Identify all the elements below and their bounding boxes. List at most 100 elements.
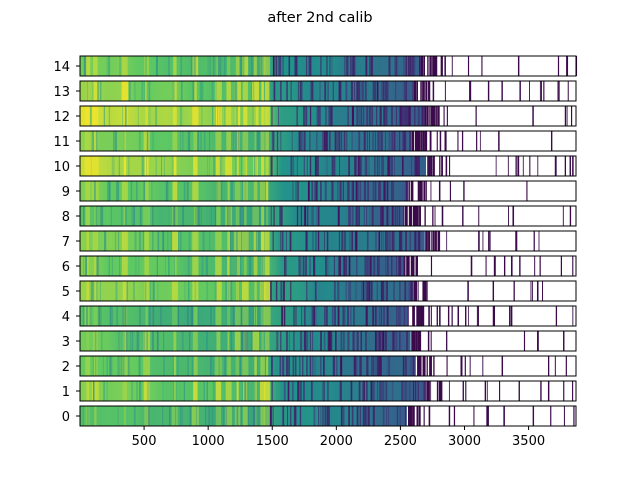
texture-line — [95, 356, 97, 376]
tail-bar — [537, 156, 539, 176]
tail-bar — [412, 256, 414, 276]
bright-line — [173, 331, 177, 351]
tail-bar — [422, 281, 424, 301]
bright-line — [225, 156, 233, 176]
tail-bar — [413, 306, 415, 326]
texture-line — [371, 356, 372, 376]
texture-line — [163, 356, 165, 376]
texture-line — [115, 131, 117, 151]
texture-line — [337, 181, 339, 201]
texture-line — [410, 281, 412, 301]
tail-bar — [565, 356, 567, 376]
texture-line — [377, 131, 380, 151]
texture-line — [236, 406, 239, 426]
tail-bar — [563, 331, 565, 351]
texture-line — [383, 106, 386, 126]
bright-line — [244, 256, 247, 276]
texture-line — [205, 406, 207, 426]
tail-bar — [485, 256, 487, 276]
texture-line — [123, 131, 125, 151]
texture-line — [333, 156, 336, 176]
texture-line — [219, 156, 221, 176]
texture-line — [100, 206, 102, 226]
texture-line — [294, 56, 297, 76]
tail-bar — [433, 56, 436, 76]
texture-line — [135, 256, 137, 276]
texture-line — [136, 381, 138, 401]
texture-line — [172, 156, 174, 176]
texture-line — [317, 106, 320, 126]
texture-line — [295, 56, 298, 76]
tail-bar — [462, 381, 464, 401]
texture-line — [359, 406, 362, 426]
texture-line — [372, 256, 375, 276]
texture-line — [192, 81, 195, 101]
bright-line — [192, 106, 199, 126]
texture-line — [396, 106, 397, 126]
tail-bar — [411, 181, 413, 201]
texture-line — [326, 156, 328, 176]
texture-line — [399, 106, 402, 126]
texture-line — [255, 156, 258, 176]
texture-line — [183, 381, 185, 401]
texture-line — [303, 131, 306, 151]
bright-line — [265, 206, 269, 226]
texture-line — [290, 81, 292, 101]
tail-bar — [414, 81, 416, 101]
strip-row-6 — [79, 255, 577, 277]
texture-line — [381, 156, 383, 176]
tail-bar — [420, 306, 423, 326]
y-tick-label: 11 — [53, 135, 70, 150]
tail-bar — [433, 156, 435, 176]
tail-bar — [416, 131, 417, 151]
bright-line — [215, 306, 222, 326]
tail-bar — [431, 106, 434, 126]
texture-line — [387, 156, 390, 176]
tail-bar — [481, 56, 483, 76]
bright-line — [145, 81, 149, 101]
tail-bar — [444, 81, 446, 101]
texture-line — [400, 106, 403, 126]
texture-line — [397, 206, 399, 226]
texture-line — [332, 181, 334, 201]
texture-line — [419, 56, 421, 76]
bright-line — [93, 56, 98, 76]
texture-line — [322, 406, 324, 426]
texture-line — [206, 281, 209, 301]
tail-bar — [427, 156, 429, 176]
tail-bar — [430, 181, 432, 201]
texture-line — [398, 256, 400, 276]
texture-line — [415, 381, 417, 401]
texture-line — [293, 331, 295, 351]
bright-line — [86, 381, 89, 401]
tail-bar — [421, 56, 424, 76]
texture-line — [182, 131, 184, 151]
texture-line — [374, 331, 377, 351]
texture-line — [352, 331, 354, 351]
tail-bar — [419, 331, 422, 351]
bright-line — [215, 131, 222, 151]
texture-line — [122, 306, 124, 326]
texture-line — [334, 131, 336, 151]
tail-bar — [408, 181, 410, 201]
texture-line — [128, 81, 130, 101]
texture-line — [408, 106, 411, 126]
tail-bar — [457, 131, 459, 151]
bright-line — [236, 281, 239, 301]
bright-line — [264, 331, 270, 351]
texture-line — [95, 206, 97, 226]
texture-line — [157, 281, 159, 301]
texture-line — [134, 231, 137, 251]
texture-line — [197, 131, 199, 151]
bright-line — [261, 331, 264, 351]
bright-line — [216, 181, 221, 201]
texture-line — [316, 156, 319, 176]
strip-fill — [80, 381, 427, 401]
texture-line — [168, 256, 170, 276]
texture-line — [254, 106, 257, 126]
bright-line — [193, 356, 198, 376]
tail-bar — [412, 181, 414, 201]
tail-bar — [418, 356, 420, 376]
texture-line — [295, 181, 297, 201]
texture-line — [235, 131, 238, 151]
